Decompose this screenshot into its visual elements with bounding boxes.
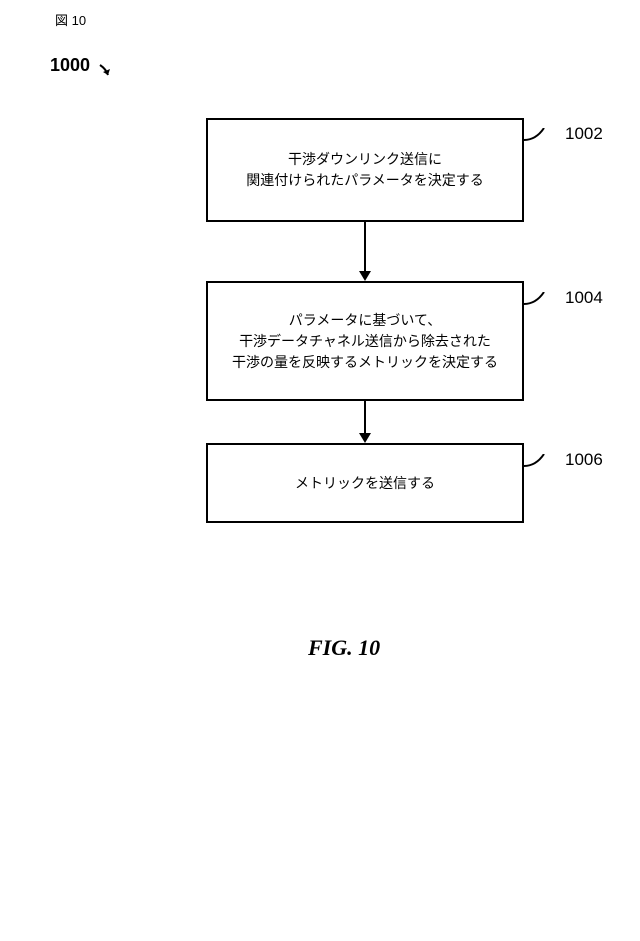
flow-step-line: 関連付けられたパラメータを決定する xyxy=(246,170,484,191)
callout-hook-icon xyxy=(524,128,546,142)
flow-step-2: パラメータに基づいて、干渉データチャネル送信から除去された干渉の量を反映するメト… xyxy=(206,281,524,401)
entry-arrow-icon xyxy=(98,63,118,83)
flow-step-text: メトリックを送信する xyxy=(295,473,435,494)
flow-step-line: メトリックを送信する xyxy=(295,473,435,494)
flow-arrow-1 xyxy=(358,222,372,281)
flow-step-3: メトリックを送信する xyxy=(206,443,524,523)
flow-step-text: パラメータに基づいて、干渉データチャネル送信から除去された干渉の量を反映するメト… xyxy=(232,310,498,373)
flow-step-line: 干渉ダウンリンク送信に xyxy=(246,149,484,170)
callout-ref-2: 1004 xyxy=(565,288,603,308)
callout-ref-3: 1006 xyxy=(565,450,603,470)
entry-reference-number: 1000 xyxy=(50,55,90,76)
callout-hook-icon xyxy=(524,292,546,306)
figure-jp-title: 図 10 xyxy=(55,10,86,29)
flow-step-1: 干渉ダウンリンク送信に関連付けられたパラメータを決定する xyxy=(206,118,524,222)
figure-caption: FIG. 10 xyxy=(308,635,380,661)
flow-step-line: 干渉データチャネル送信から除去された xyxy=(232,331,498,352)
callout-ref-1: 1002 xyxy=(565,124,603,144)
flow-step-line: 干渉の量を反映するメトリックを決定する xyxy=(232,352,498,373)
flow-arrow-2 xyxy=(358,401,372,443)
callout-hook-icon xyxy=(524,454,546,468)
page: 図 10 1000 干渉ダウンリンク送信に関連付けられたパラメータを決定する 10… xyxy=(0,0,640,941)
flow-step-text: 干渉ダウンリンク送信に関連付けられたパラメータを決定する xyxy=(246,149,484,191)
flow-step-line: パラメータに基づいて、 xyxy=(232,310,498,331)
